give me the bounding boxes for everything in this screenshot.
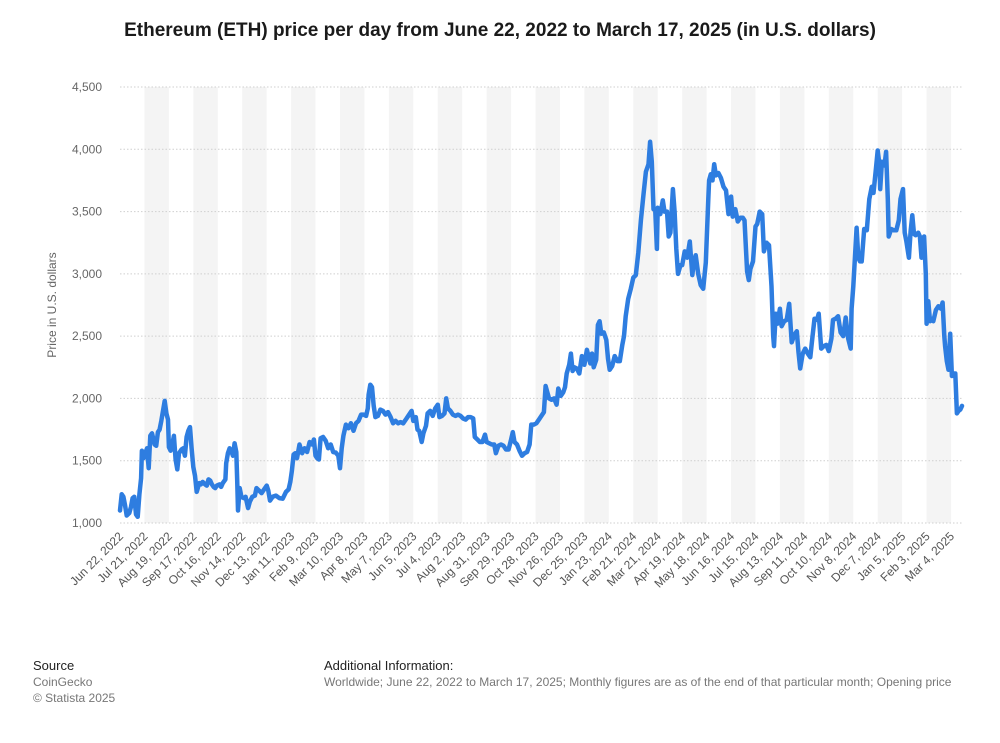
background-band xyxy=(828,87,854,523)
series-lines xyxy=(117,139,965,520)
chart-title: Ethereum (ETH) price per day from June 2… xyxy=(124,20,876,41)
background-band xyxy=(339,87,365,523)
background-band xyxy=(779,87,805,523)
background-band xyxy=(633,87,658,523)
background-band xyxy=(437,87,463,523)
background-band xyxy=(193,87,218,523)
background-band xyxy=(731,87,756,523)
line-chart: 1,000 1,500 2,000 2,500 3,000 3,500 4,000 4,500… xyxy=(45,80,965,591)
y-tick-label: 3,500 xyxy=(72,205,102,219)
y-tick-label: 1,000 xyxy=(72,516,102,530)
source-block: Source CoinGecko © Statista 2025 xyxy=(33,658,115,706)
y-tick-label: 1,500 xyxy=(72,454,102,468)
y-gridlines xyxy=(120,86,962,524)
background-band xyxy=(242,87,267,523)
background-band xyxy=(388,87,414,523)
info-text: Worldwide; June 22, 2022 to March 17, 20… xyxy=(324,675,952,689)
y-tick-label: 4,000 xyxy=(72,142,102,156)
y-tick-label: 4,500 xyxy=(72,80,102,94)
source-name[interactable]: CoinGecko xyxy=(33,675,93,689)
background-band xyxy=(486,87,512,523)
y-tick-label: 3,000 xyxy=(72,267,102,281)
y-tick-label: 2,000 xyxy=(72,391,102,405)
price-line xyxy=(117,139,965,520)
y-tick-label: 2,500 xyxy=(72,329,102,343)
background-band xyxy=(584,87,609,523)
background-band xyxy=(682,87,707,523)
plot-background-bands xyxy=(144,87,952,523)
y-axis-ticks: 1,000 1,500 2,000 2,500 3,000 3,500 4,000 4,500 xyxy=(72,80,102,530)
background-band xyxy=(877,87,903,523)
background-band xyxy=(535,87,560,523)
info-heading: Additional Information: xyxy=(324,658,454,673)
additional-info-block: Additional Information: Worldwide; June … xyxy=(324,658,951,690)
y-axis-label: Price in U.S. dollars xyxy=(45,252,59,357)
copyright-text: © Statista 2025 xyxy=(33,691,116,705)
source-heading: Source xyxy=(33,658,75,673)
